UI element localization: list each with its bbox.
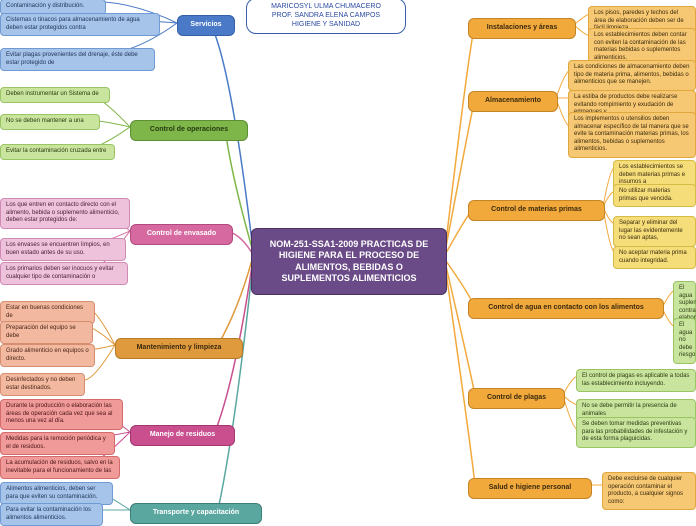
leaf: Cisternas o tinacos para almacenamiento … xyxy=(0,13,160,36)
cat-residuos[interactable]: Manejo de residuos xyxy=(130,425,235,446)
cat-control-plagas[interactable]: Control de plagas xyxy=(468,388,565,409)
cat-control-envasado[interactable]: Control de envasado xyxy=(130,224,233,245)
leaf: No utilizar materias primas que vencida. xyxy=(613,184,696,207)
leaf: Alimentos alimenticios, deben ser para q… xyxy=(0,482,113,505)
leaf: Evitar plagas provenientes del drenaje, … xyxy=(0,48,155,71)
leaf: El control de plagas es aplicable a toda… xyxy=(576,369,696,392)
cat-instalaciones[interactable]: Instalaciones y áreas xyxy=(468,18,576,39)
leaf: Separar y eliminar del lugar las evident… xyxy=(613,216,696,247)
leaf: Evitar la contaminación cruzada entre xyxy=(0,144,115,160)
leaf: Los envases se encuentren limpios, en bu… xyxy=(0,238,126,261)
leaf: Los primarios deben ser inocuos y evitar… xyxy=(0,262,128,285)
cat-materias-primas[interactable]: Control de materias primas xyxy=(468,200,605,221)
leaf: No se deben mantener a una xyxy=(0,114,100,130)
leaf: Debe excluirse de cualquier operación co… xyxy=(602,472,696,510)
leaf: Durante la producción o elaboración las … xyxy=(0,399,123,430)
leaf: Deben instrumentar un Sistema de xyxy=(0,87,110,103)
leaf: Se deben tomar medidas preventivas para … xyxy=(576,417,696,448)
leaf: Las condiciones de almacenamiento deben … xyxy=(568,60,696,91)
leaf: Para evitar la contaminación los aliment… xyxy=(0,503,103,526)
leaf: Los que entren en contacto directo con e… xyxy=(0,198,130,229)
center-title: NOM-251-SSA1-2009 PRACTICAS DE HIGIENE P… xyxy=(251,228,447,295)
leaf: La acumulación de residuos, salvo en la … xyxy=(0,456,120,479)
header-box: MARICOSYL ULMA CHUMACERO PROF. SANDRA EL… xyxy=(246,0,406,34)
cat-salud[interactable]: Salud e higiene personal xyxy=(468,478,592,499)
leaf: Grado alimenticio en equipos o directo. xyxy=(0,344,95,367)
cat-transporte[interactable]: Transporte y capacitación xyxy=(130,503,262,524)
cat-servicios[interactable]: Servicios xyxy=(177,15,235,36)
leaf: Medidas para la remoción periódica y el … xyxy=(0,432,115,455)
cat-mantenimiento[interactable]: Mantenimiento y limpieza xyxy=(115,338,243,359)
cat-control-agua[interactable]: Control de agua en contacto con los alim… xyxy=(468,298,664,319)
header-line3: HIGIENE Y SANIDAD xyxy=(255,21,397,30)
leaf: Preparación del equipo se debe xyxy=(0,321,93,344)
cat-control-operaciones[interactable]: Control de operaciones xyxy=(130,120,248,141)
header-line2: PROF. SANDRA ELENA CAMPOS xyxy=(255,12,397,21)
leaf: No aceptar materia prima cuando integrid… xyxy=(613,246,696,269)
leaf: Los implementos o utensilios deben almac… xyxy=(568,112,696,158)
header-line1: MARICOSYL ULMA CHUMACERO xyxy=(255,3,397,12)
leaf: Desinfectados y no deben estar destinado… xyxy=(0,373,85,396)
leaf: El agua no debe riesgo xyxy=(673,318,696,364)
cat-almacenamiento[interactable]: Almacenamiento xyxy=(468,91,558,112)
